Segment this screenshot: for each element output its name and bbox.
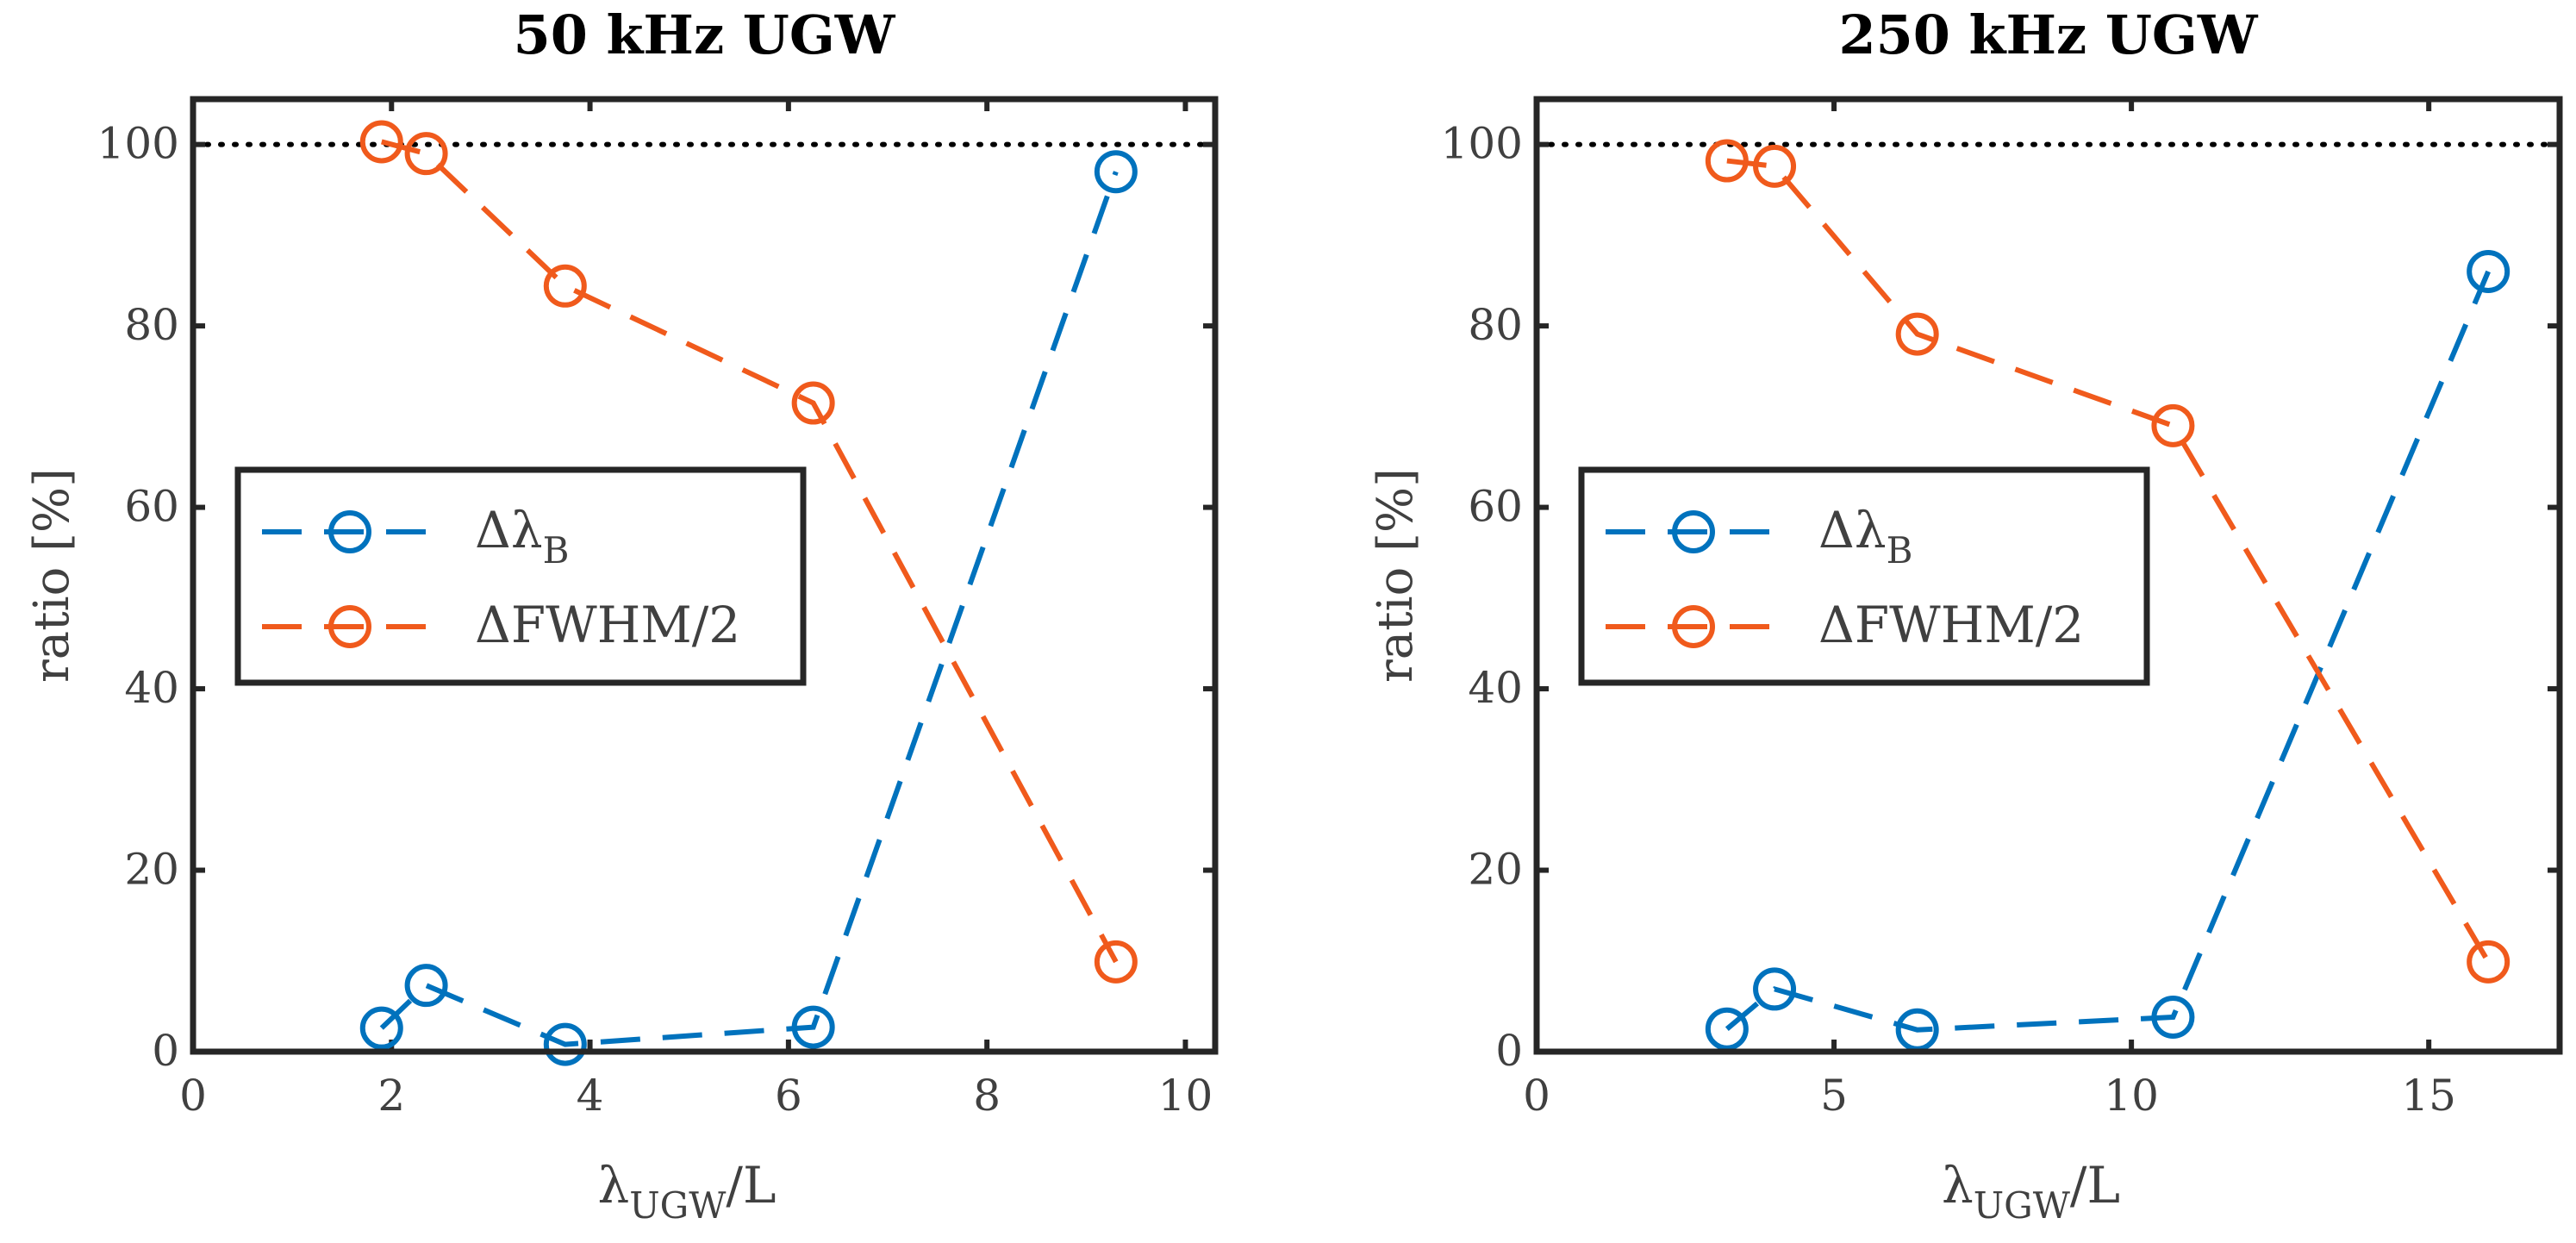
x-axis-label-tail: /L xyxy=(726,1156,776,1215)
x-tick-label: 10 xyxy=(2104,1071,2159,1121)
legend-marker xyxy=(1672,510,1715,553)
chart-title: 250 kHz UGW xyxy=(1839,3,2259,66)
data-point xyxy=(543,1022,587,1066)
data-point xyxy=(1895,312,1939,356)
x-tick-label: 8 xyxy=(973,1071,1001,1121)
data-point xyxy=(2151,996,2195,1040)
data-point xyxy=(1705,139,1749,183)
x-tick-label: 4 xyxy=(577,1071,604,1121)
y-tick-label: 100 xyxy=(1441,119,1523,169)
legend-label-main: ΔFWHM/2 xyxy=(475,596,740,654)
data-point xyxy=(1094,150,1138,194)
y-tick-label: 20 xyxy=(124,845,179,895)
x-tick-label: 2 xyxy=(377,1071,405,1121)
y-tick-label: 20 xyxy=(1468,845,1523,895)
x-axis-label-main: λ xyxy=(1942,1156,1974,1215)
x-tick-label: 0 xyxy=(1523,1071,1550,1121)
legend-marker xyxy=(1672,605,1715,648)
y-tick-label: 0 xyxy=(152,1026,179,1076)
x-axis-label: λUGW/L xyxy=(1942,1156,2120,1227)
x-axis-label-sub: UGW xyxy=(1974,1184,2071,1227)
data-point xyxy=(359,120,403,164)
x-tick-label: 0 xyxy=(179,1071,207,1121)
y-tick-label: 60 xyxy=(124,482,179,532)
data-point xyxy=(404,132,448,176)
legend-box xyxy=(234,466,807,686)
y-axis-label: ratio [%] xyxy=(24,468,80,683)
x-axis-label-sub: UGW xyxy=(629,1184,727,1227)
x-tick-label: 6 xyxy=(775,1071,802,1121)
data-point xyxy=(791,1005,835,1049)
legend-marker xyxy=(328,605,371,648)
y-tick-label: 0 xyxy=(1495,1026,1523,1076)
x-axis-label: λUGW/L xyxy=(598,1156,777,1227)
chart-panel-1: 50 kHz UGW 0 20 40 60 80 100 0 2 4 6 8 10 λUGW/L ratio… xyxy=(24,3,1219,1227)
data-point xyxy=(1705,1007,1749,1051)
series-line xyxy=(381,139,1119,964)
legend-label: ΔλB xyxy=(1818,501,1913,572)
y-tick-label: 80 xyxy=(124,300,179,350)
series-line xyxy=(1725,270,2491,1033)
legend-label: ΔFWHM/2 xyxy=(1818,596,2084,654)
axes-box xyxy=(190,96,1219,1055)
series-delta-fwhm xyxy=(1705,139,2511,984)
legend-label-main: ΔFWHM/2 xyxy=(1818,596,2084,654)
x-tick-label: 5 xyxy=(1820,1071,1848,1121)
series-line xyxy=(379,171,1119,1047)
x-tick-label: 15 xyxy=(2401,1071,2456,1121)
y-tick-label: 40 xyxy=(1468,663,1523,713)
data-point xyxy=(1753,967,1797,1011)
legend: ΔλB ΔFWHM/2 xyxy=(1578,466,2150,686)
data-point xyxy=(2467,249,2511,293)
data-point xyxy=(791,381,835,425)
data-point xyxy=(404,964,448,1008)
y-tick-label: 60 xyxy=(1468,482,1523,532)
y-tick-label: 100 xyxy=(97,119,179,169)
legend-label-sub: B xyxy=(543,529,570,572)
series-delta-lambda xyxy=(359,150,1138,1066)
legend-label-main: Δλ xyxy=(475,501,543,559)
chart-title: 50 kHz UGW xyxy=(514,3,896,66)
legend-marker xyxy=(328,510,371,553)
legend-box xyxy=(1578,466,2150,686)
legend-label: ΔλB xyxy=(475,501,570,572)
legend-label-main: Δλ xyxy=(1818,501,1887,559)
y-tick-label: 40 xyxy=(124,663,179,713)
data-point xyxy=(2151,403,2195,447)
data-point xyxy=(2467,940,2511,984)
x-axis-label-main: λ xyxy=(598,1156,630,1215)
series-delta-fwhm xyxy=(359,120,1138,984)
data-point xyxy=(359,1006,403,1050)
series-line xyxy=(1726,158,2491,964)
legend: ΔλB ΔFWHM/2 xyxy=(234,466,807,686)
y-axis-label: ratio [%] xyxy=(1368,468,1424,683)
chart-panel-2: 250 kHz UGW 0 20 40 60 80 100 0 5 10 15 λUGW/L ratio… xyxy=(1368,3,2563,1227)
series-delta-lambda xyxy=(1705,249,2511,1052)
data-point xyxy=(543,264,587,308)
data-point xyxy=(1753,144,1797,188)
data-point xyxy=(1094,940,1138,984)
y-tick-label: 80 xyxy=(1468,300,1523,350)
x-axis-label-tail: /L xyxy=(2070,1156,2120,1215)
x-tick-label: 10 xyxy=(1158,1071,1213,1121)
axes-box xyxy=(1533,96,2563,1055)
legend-label-sub: B xyxy=(1887,529,1913,572)
legend-label: ΔFWHM/2 xyxy=(475,596,740,654)
